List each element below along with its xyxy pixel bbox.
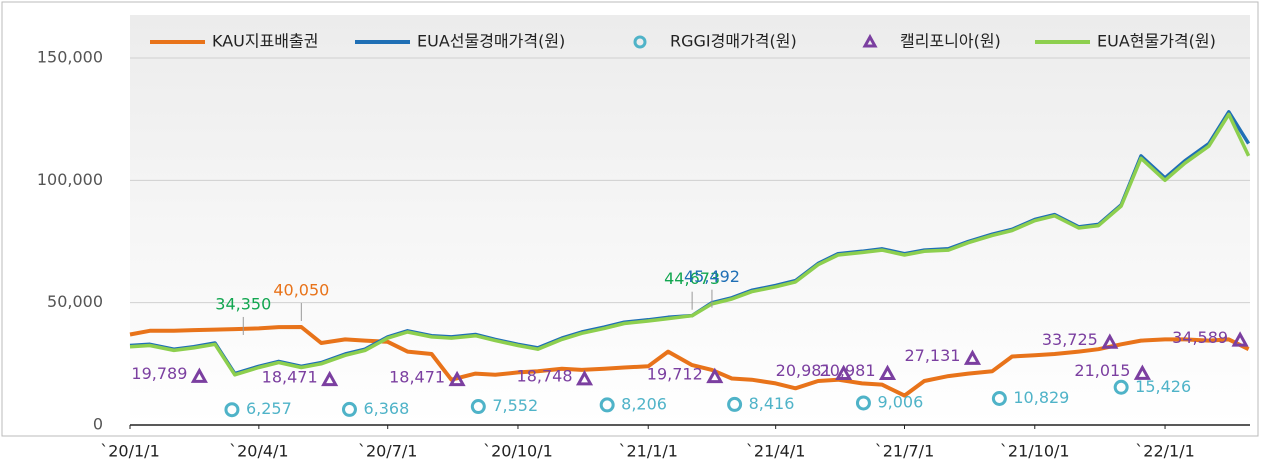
rggi-point [341, 401, 357, 417]
data-label: 15,426 [1135, 377, 1191, 396]
annotation: 44,673 [664, 269, 720, 288]
annotation: 45,492 [684, 267, 740, 286]
data-label: 6,257 [246, 399, 292, 418]
legend-label: RGGI경매가격(원) [670, 32, 797, 51]
series-line [129, 325, 1250, 398]
california-point [1133, 364, 1151, 380]
legend-label: KAU지표배출권 [212, 32, 318, 51]
data-label: 33,725 [1042, 330, 1098, 349]
california-point [1231, 331, 1249, 347]
x-tick-label: `21/7/1 [875, 442, 935, 461]
data-label: 7,552 [492, 396, 538, 415]
rggi-point [470, 399, 486, 415]
legend-label: EUA현물가격(원) [1097, 32, 1216, 51]
california-point [190, 367, 208, 383]
california-point [706, 367, 724, 384]
data-label: 20,981 [820, 361, 876, 380]
x-tick-label: `21/1/1 [618, 442, 678, 461]
data-label: 18,471 [262, 367, 318, 386]
annotation: 34,350 [215, 294, 271, 313]
data-label: 34,589 [1172, 328, 1228, 347]
x-tick-label: `21/4/1 [746, 442, 806, 461]
data-label: 8,206 [621, 394, 667, 413]
california-point [448, 370, 466, 387]
x-tick-label: `20/1/1 [100, 442, 160, 461]
legend-symbol [862, 33, 878, 48]
data-label: 9,006 [877, 392, 923, 411]
data-label: 8,416 [749, 394, 795, 413]
legend-symbol [633, 35, 647, 49]
rggi-point [727, 396, 743, 412]
x-tick-label: `20/10/1 [483, 442, 553, 461]
x-tick-label: `22/1/1 [1135, 442, 1195, 461]
y-tick-label: 100,000 [37, 170, 103, 189]
x-tick-label: `21/10/1 [1000, 442, 1070, 461]
california-point [575, 370, 594, 386]
x-tick-label: `20/7/1 [358, 442, 418, 461]
data-label: 19,712 [647, 364, 703, 383]
california-point [963, 349, 982, 365]
legend-label: 캘리포니아(원) [900, 32, 1001, 51]
data-label: 6,368 [363, 399, 409, 418]
data-label: 18,748 [517, 367, 573, 386]
rggi-point [1113, 379, 1129, 395]
legend-label: EUA선물경매가격(원) [417, 32, 565, 51]
data-label: 20,981 [776, 361, 832, 380]
data-label: 21,015 [1074, 361, 1130, 380]
y-tick-label: 50,000 [47, 292, 103, 311]
california-point [878, 364, 897, 380]
y-tick-label: 150,000 [37, 48, 103, 67]
data-label: 10,829 [1013, 388, 1069, 407]
california-point [321, 370, 339, 387]
series-line [129, 112, 1251, 377]
california-point [835, 364, 853, 380]
data-label: 18,471 [389, 367, 445, 386]
rggi-point [224, 402, 240, 418]
y-tick-label: 0 [93, 415, 103, 434]
data-label: 19,789 [131, 364, 187, 383]
california-point [1101, 333, 1119, 349]
data-label: 27,131 [904, 346, 960, 365]
rggi-point [599, 397, 615, 413]
rggi-point [855, 395, 871, 411]
rggi-point [991, 391, 1007, 407]
annotation: 40,050 [273, 281, 329, 300]
x-tick-label: `20/4/1 [229, 442, 289, 461]
